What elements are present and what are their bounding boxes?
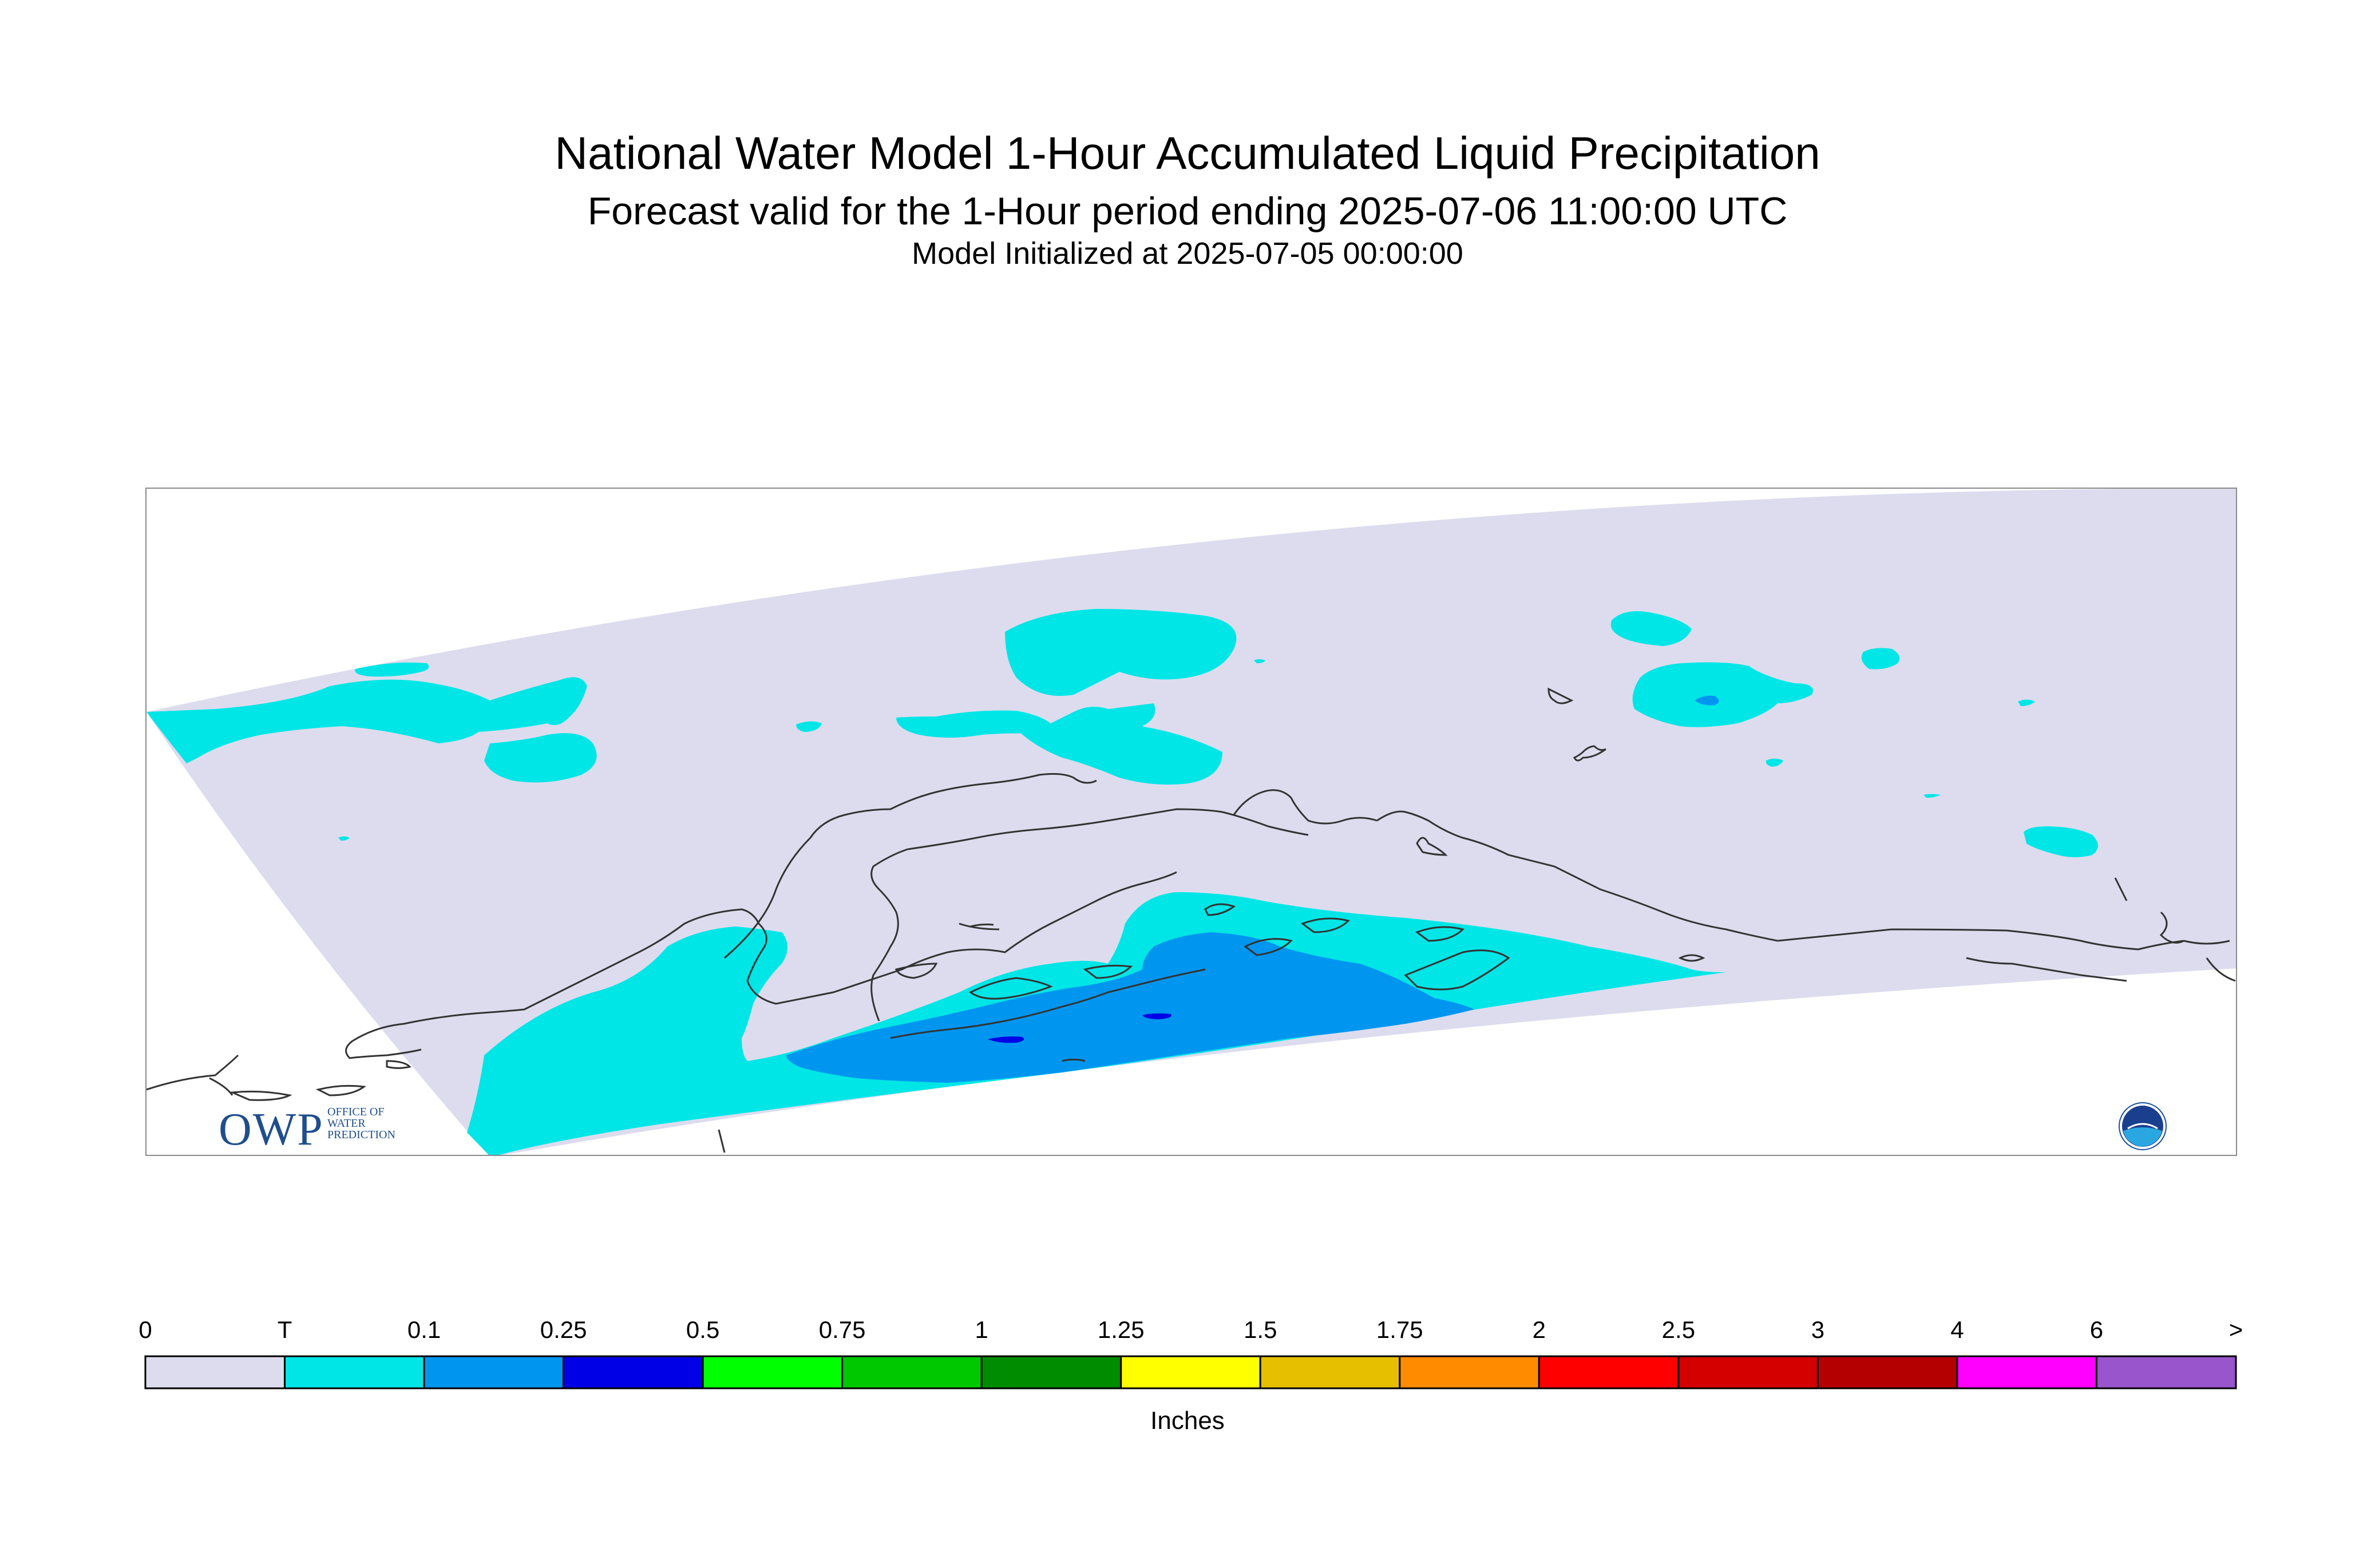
model-domain-area bbox=[147, 489, 2236, 1155]
colorbar-bin bbox=[980, 1355, 1122, 1389]
owp-line: OFFICE OF bbox=[327, 1106, 385, 1118]
colorbar-tick-label: 4 bbox=[1950, 1316, 1964, 1343]
colorbar-bin bbox=[1677, 1355, 1819, 1389]
colorbar-bin bbox=[2095, 1355, 2237, 1389]
colorbar-tick-label: 1 bbox=[975, 1316, 988, 1343]
colorbar-tick-label: 0.1 bbox=[407, 1316, 441, 1343]
colorbar-tick-label: 0 bbox=[138, 1316, 152, 1343]
colorbar-bin bbox=[1399, 1355, 1540, 1389]
colorbar-unit-label: Inches bbox=[1150, 1407, 1225, 1435]
model-init-line: Model Initialized at 2025-07-05 00:00:00 bbox=[912, 236, 1463, 271]
colorbar-tick-label: 2.5 bbox=[1661, 1316, 1696, 1343]
coastlines bbox=[147, 687, 2236, 1153]
heavier-precip-areas bbox=[988, 1013, 1171, 1043]
light-precip-areas bbox=[786, 695, 1719, 1083]
colorbar-bin bbox=[1538, 1355, 1680, 1389]
owp-line: PREDICTION bbox=[327, 1129, 395, 1141]
colorbar-tick-label: 2 bbox=[1532, 1316, 1546, 1343]
colorbar-tick-label: 1.75 bbox=[1376, 1316, 1423, 1343]
colorbar-tick-label: 0.25 bbox=[540, 1316, 587, 1343]
colorbar-bin bbox=[423, 1355, 565, 1389]
colorbar-tick-label: 3 bbox=[1811, 1316, 1825, 1343]
owp-office-text: OFFICE OF WATER PREDICTION bbox=[327, 1106, 442, 1141]
colorbar-tick-label: 1.25 bbox=[1097, 1316, 1145, 1343]
colorbar-tick-label: 0.75 bbox=[818, 1316, 866, 1343]
map-title: National Water Model 1-Hour Accumulated … bbox=[555, 128, 1820, 179]
colorbar-bin bbox=[841, 1355, 983, 1389]
colorbar-tick-label: 1.5 bbox=[1244, 1316, 1277, 1343]
owp-letters: OWP bbox=[219, 1104, 324, 1155]
colorbar-bin bbox=[144, 1355, 286, 1389]
colorbar-tick-label: T bbox=[277, 1316, 292, 1343]
precipitation-map: OWP OFFICE OF WATER PREDICTION bbox=[145, 488, 2237, 1156]
colorbar-bin bbox=[1120, 1355, 1261, 1389]
colorbar-bin bbox=[284, 1355, 425, 1389]
colorbar-tick-label: 6 bbox=[2089, 1316, 2104, 1343]
colorbar-bin bbox=[702, 1355, 844, 1389]
owp-logo: OWP OFFICE OF WATER PREDICTION bbox=[219, 1104, 395, 1155]
forecast-valid-subtitle: Forecast valid for the 1-Hour period end… bbox=[587, 189, 1788, 233]
colorbar-bin bbox=[1816, 1355, 1958, 1389]
colorbar-tick-label: 0.5 bbox=[686, 1316, 720, 1343]
colorbar-bin bbox=[563, 1355, 704, 1389]
colorbar-bin bbox=[1259, 1355, 1401, 1389]
colorbar-bin bbox=[1956, 1355, 2097, 1389]
noaa-logo bbox=[2119, 1102, 2167, 1150]
owp-line: WATER bbox=[327, 1117, 366, 1130]
colorbar-tick-label: > bbox=[2228, 1316, 2243, 1343]
